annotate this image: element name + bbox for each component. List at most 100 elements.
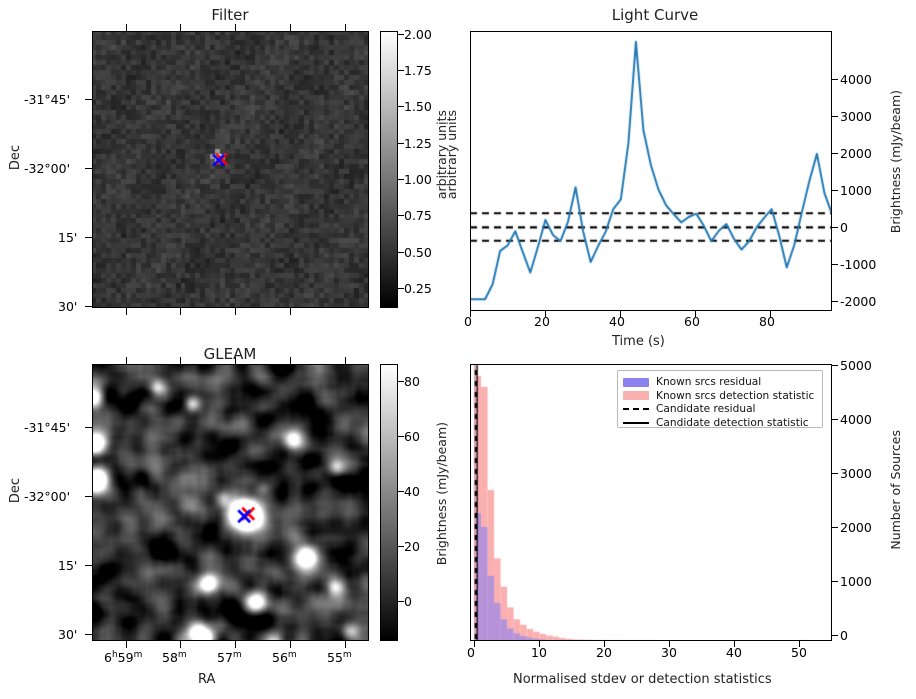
gleam-ytick-mark-2 [85,565,92,567]
lightcurve-ytick-2: 2000 [840,146,872,161]
filter-ytick-3: 30' [58,299,78,314]
histogram-legend: Known srcs residual Known srcs detection… [617,370,823,429]
lightcurve-axes-frame [470,31,832,311]
lightcurve-ytick-mark-4 [832,227,838,229]
filter-cbar-mark-3 [398,143,404,145]
lightcurve-ytick-mark-1 [832,116,838,118]
lightcurve-ytick-3: 1000 [840,183,872,198]
gleam-xtick-2: 57m [217,650,242,666]
gleam-xtick-mark-1 [180,641,182,648]
histogram-xtick-3: 30 [661,645,677,660]
histogram-ytick-mark-2 [832,473,838,475]
legend-line-candidate-detection-statistic [623,421,649,424]
histogram-xtick-5: 50 [791,645,807,660]
gleam-cbar-tick-0: 80 [404,374,420,389]
gleam-xtick-mark-t2 [235,357,237,364]
lightcurve-xtick-2: 40 [609,314,625,329]
filter-ytick-0: -31°45' [24,92,71,107]
gleam-cbar-mark-4 [398,601,404,603]
histogram-ytick-2: 3000 [840,466,872,481]
gleam-xtick-mark-3 [290,641,292,648]
lightcurve-xtick-4: 80 [759,314,775,329]
histogram-xtick-mark-4 [734,641,736,647]
filter-cbar-mark-0 [398,34,404,36]
filter-ytick-2: 15' [58,230,78,245]
filter-ytick-mark-2 [85,237,92,239]
histogram-xtick-0: 0 [467,645,475,660]
lightcurve-xlabel: Time (s) [612,334,665,349]
filter-ytick-mark-3 [85,306,92,308]
histogram-xtick-mark-5 [799,641,801,647]
histogram-ytick-3: 2000 [840,520,872,535]
histogram-ytick-4: 1000 [840,574,872,589]
filter-ylabel: Dec [8,145,23,171]
lightcurve-ytick-mark-3 [832,190,838,192]
legend-label-known-srcs-residual: Known srcs residual [656,376,762,388]
filter-xtick-mark-4 [345,24,347,31]
legend-item-known-srcs-detection-statistic[interactable]: Known srcs detection statistic [623,389,816,402]
gleam-cbar-mark-3 [398,546,404,548]
gleam-xtick-mark-t3 [290,357,292,364]
histogram-xtick-mark-2 [604,641,606,647]
filter-cbar-mark-1 [398,70,404,72]
gleam-xtick-mark-0 [126,641,128,648]
lightcurve-ytick-mark-6 [832,301,838,303]
filter-xtick-mark-3 [290,24,292,31]
lightcurve-xtick-1: 20 [534,314,550,329]
gleam-ylabel: Dec [8,478,23,504]
lightcurve-ytick-mark-0 [832,79,838,81]
lightcurve-xtick-mark-2 [620,311,622,317]
histogram-xtick-mark-3 [669,641,671,647]
filter-cbar-tick-2: 1.50 [404,99,432,114]
gleam-cbar-tick-3: 20 [404,539,420,554]
filter-cbar-mark-4 [398,179,404,181]
gleam-ytick-0: -31°45' [24,420,71,435]
histogram-xtick-1: 10 [531,645,547,660]
histogram-xlabel: Normalised stdev or detection statistics [513,672,772,687]
lightcurve-ytick-0: 4000 [840,72,872,87]
legend-item-candidate-detection-statistic[interactable]: Candidate detection statistic [623,416,816,429]
legend-label-candidate-residual: Candidate residual [656,403,756,415]
lightcurve-plot [470,31,832,311]
gleam-xtick-1: 58m [162,650,187,666]
gleam-image [92,364,369,641]
gleam-ytick-mark-1 [85,496,92,498]
filter-axes-frame [92,31,369,308]
histogram-xtick-4: 40 [726,645,742,660]
histogram-ytick-mark-0 [832,365,838,367]
histogram-xtick-mark-1 [539,641,541,647]
filter-cbar-tick-4: 1.00 [404,172,432,187]
lightcurve-xtick-0: 0 [464,314,472,329]
filter-ytick-1: -32°00' [24,161,71,176]
filter-image [92,31,369,308]
gleam-cbar-tick-1: 60 [404,429,420,444]
histogram-ytick-1: 4000 [840,412,872,427]
filter-cbar-mark-7 [398,288,404,290]
filter-xtick-mark-0 [126,24,128,31]
gleam-cbar-tick-4: 0 [404,594,412,609]
filter-cbar-mark-2 [398,106,404,108]
lightcurve-ytick-1: 3000 [840,109,872,124]
filter-colorbar-frame [380,31,398,308]
lightcurve-xtick-mark-1 [545,311,547,317]
filter-xtick-mark-b3 [290,308,292,315]
gleam-xtick-mark-2 [235,641,237,648]
gleam-colorbar [380,364,398,641]
gleam-colorbar-label: Brightness (mJy/beam) [434,422,449,566]
filter-xtick-mark-b2 [235,308,237,315]
lightcurve-ytick-mark-5 [832,264,838,266]
gleam-cbar-tick-2: 40 [404,484,420,499]
legend-item-known-srcs-residual[interactable]: Known srcs residual [623,376,816,389]
gleam-xlabel: RA [198,672,216,687]
gleam-xtick-mark-t0 [126,357,128,364]
filter-xtick-mark-1 [180,24,182,31]
legend-item-candidate-residual[interactable]: Candidate residual [623,403,816,416]
lightcurve-ytick-6: -2000 [840,294,877,309]
lightcurve-panel-title: Light Curve [611,6,699,24]
lightcurve-xtick-mark-0 [470,311,472,317]
histogram-ytick-mark-4 [832,581,838,583]
legend-label-known-srcs-detection-statistic: Known srcs detection statistic [656,389,815,402]
gleam-xtick-mark-4 [345,641,347,648]
gleam-ytick-mark-0 [85,427,92,429]
